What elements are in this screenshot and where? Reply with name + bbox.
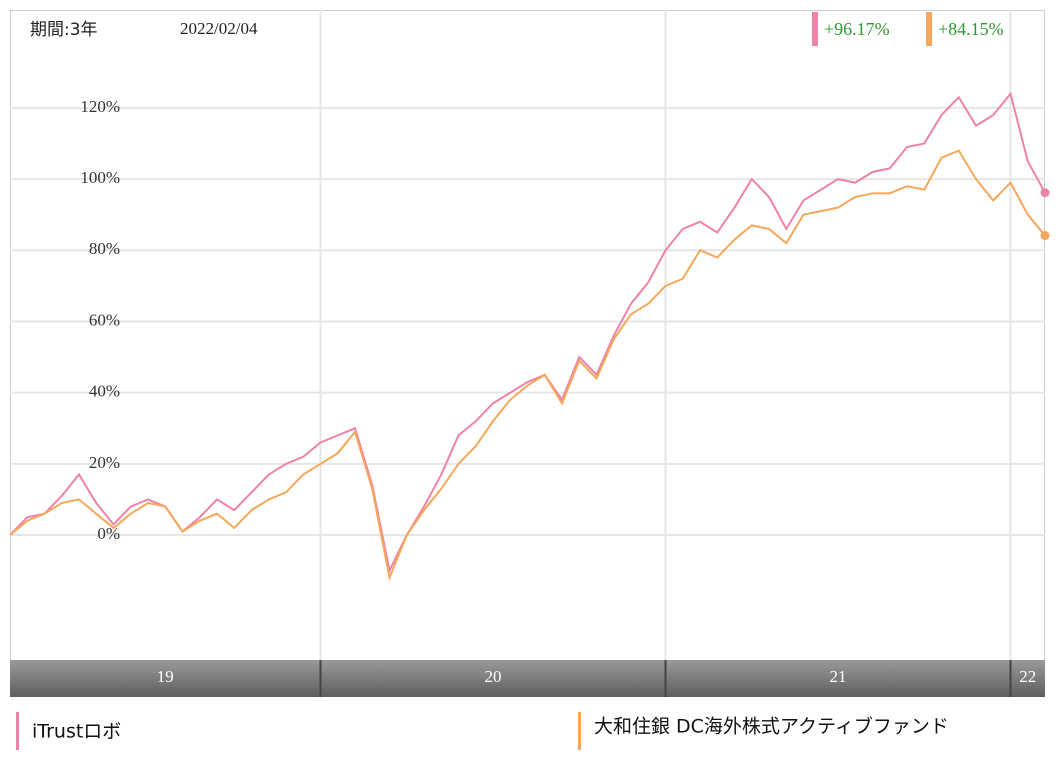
latest-value: +96.17% <box>824 19 890 39</box>
series-line <box>9 91 1046 574</box>
x-tick-label: 19 <box>157 667 174 686</box>
date-label: 2022/02/04 <box>180 19 258 38</box>
x-tick-label: 21 <box>830 667 847 686</box>
legend-swatch <box>16 712 19 750</box>
end-point <box>1040 231 1050 241</box>
latest-marker <box>812 12 818 46</box>
y-tick-label: 0% <box>97 524 120 543</box>
legend-label: iTrustロボ <box>32 721 121 743</box>
legend-swatch <box>578 712 581 750</box>
x-axis-band <box>10 660 1045 697</box>
latest-value: +84.15% <box>938 19 1004 39</box>
chart-frame <box>10 10 1045 697</box>
latest-marker <box>926 12 932 46</box>
end-point <box>1040 188 1050 198</box>
period-label: 期間:3年 <box>30 20 98 40</box>
legend-label: 大和住銀 DC海外株式アクティブファンド <box>594 715 949 738</box>
y-tick-label: 80% <box>89 239 120 258</box>
x-tick-label: 22 <box>1019 667 1036 686</box>
y-tick-label: 40% <box>89 382 120 401</box>
y-tick-label: 20% <box>89 453 120 472</box>
series-line <box>9 149 1046 582</box>
y-tick-label: 120% <box>80 97 120 116</box>
y-tick-label: 60% <box>89 310 120 329</box>
y-tick-label: 100% <box>80 168 120 187</box>
x-tick-label: 20 <box>485 667 502 686</box>
